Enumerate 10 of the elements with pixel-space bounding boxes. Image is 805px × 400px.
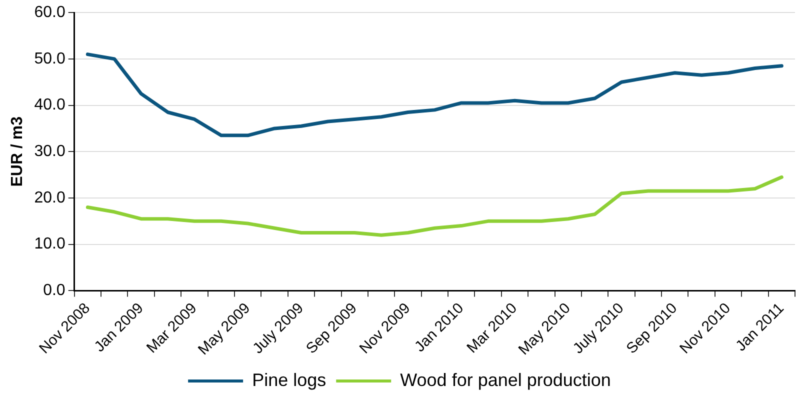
y-tick-label: 40.0	[34, 96, 66, 114]
y-tick-label: 0.0	[43, 282, 66, 300]
y-axis-title: EUR / m3	[9, 116, 26, 187]
legend-label: Wood for panel production	[400, 370, 611, 390]
y-tick-label: 10.0	[34, 236, 66, 253]
legend-label: Pine logs	[252, 370, 326, 390]
y-tick-label: 20.0	[34, 189, 66, 206]
y-tick-label: 30.0	[34, 143, 66, 160]
y-tick-label: 50.0	[34, 50, 66, 68]
y-tick-label: 60.0	[34, 4, 66, 22]
